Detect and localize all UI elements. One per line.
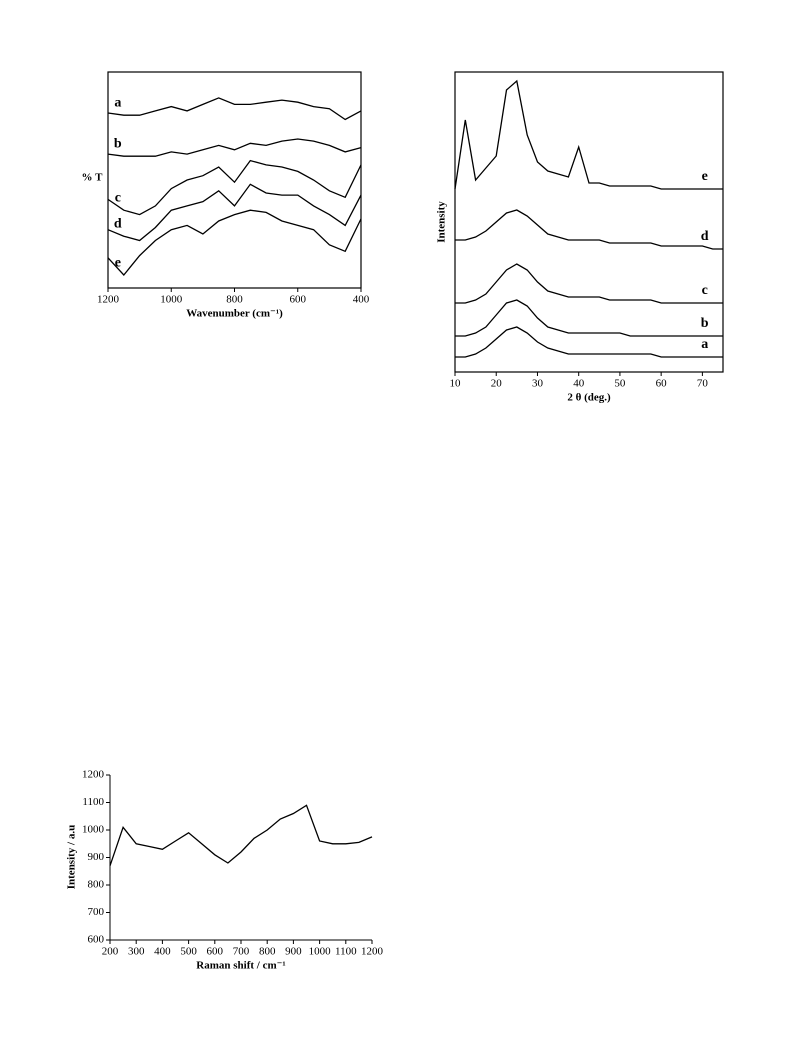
x-tick-label: 400 [154,946,171,958]
series-label: b [114,136,122,151]
x-axis-label: Wavenumber (cm⁻¹) [186,308,283,320]
x-axis-label: Raman shift / cm⁻¹ [196,960,285,972]
spectrum-line [455,299,723,337]
x-tick-label: 500 [180,946,197,958]
x-tick-label: 1100 [335,946,357,958]
x-axis-label: 2 θ (deg.) [567,392,611,404]
x-tick-label: 50 [614,378,626,390]
x-tick-label: 600 [290,294,307,306]
x-tick-label: 1200 [361,946,384,958]
series-label: e [115,255,121,270]
series-label: b [701,316,709,331]
x-tick-label: 40 [573,378,585,390]
x-tick-label: 1000 [309,946,332,958]
spectrum-line [107,183,362,242]
y-tick-label: 800 [88,879,105,891]
x-tick-label: 400 [353,294,370,306]
x-tick-label: 1200 [97,294,120,306]
spectrum-line [455,326,723,358]
y-tick-label: 600 [88,934,105,946]
x-tick-label: 800 [226,294,243,306]
x-tick-label: 1000 [160,294,183,306]
y-tick-label: 1000 [82,824,105,836]
y-tick-label: 1200 [82,769,105,781]
y-axis-label: Intensity / a.u [66,825,78,890]
y-tick-label: 900 [88,851,105,863]
series-label: a [114,95,121,110]
x-tick-label: 60 [656,378,668,390]
spectrum-line [107,138,362,157]
series-label: c [702,283,708,298]
spectrum-line [455,209,723,250]
y-axis-label: % T [82,172,104,184]
spectrum-line [107,97,362,121]
series-label: d [701,229,709,244]
y-tick-label: 1100 [82,796,104,808]
y-tick-label: 700 [88,906,105,918]
x-tick-label: 70 [697,378,709,390]
spectrum-line [455,263,723,304]
x-tick-label: 200 [102,946,119,958]
series-label: a [701,337,708,352]
plot-frame [454,71,724,373]
x-tick-label: 10 [450,378,462,390]
y-axis-label: Intensity [436,201,448,243]
x-tick-label: 800 [259,946,276,958]
x-tick-label: 20 [491,378,503,390]
x-tick-label: 30 [532,378,544,390]
series-label: d [114,216,122,231]
series-label: e [702,169,708,184]
x-tick-label: 900 [285,946,302,958]
x-tick-label: 600 [207,946,224,958]
spectrum-line [109,804,373,867]
x-tick-label: 700 [233,946,250,958]
spectrum-line [107,209,362,276]
x-tick-label: 300 [128,946,145,958]
spectrum-line [454,79,723,190]
series-label: c [115,190,121,205]
spectrum-line [107,159,362,216]
